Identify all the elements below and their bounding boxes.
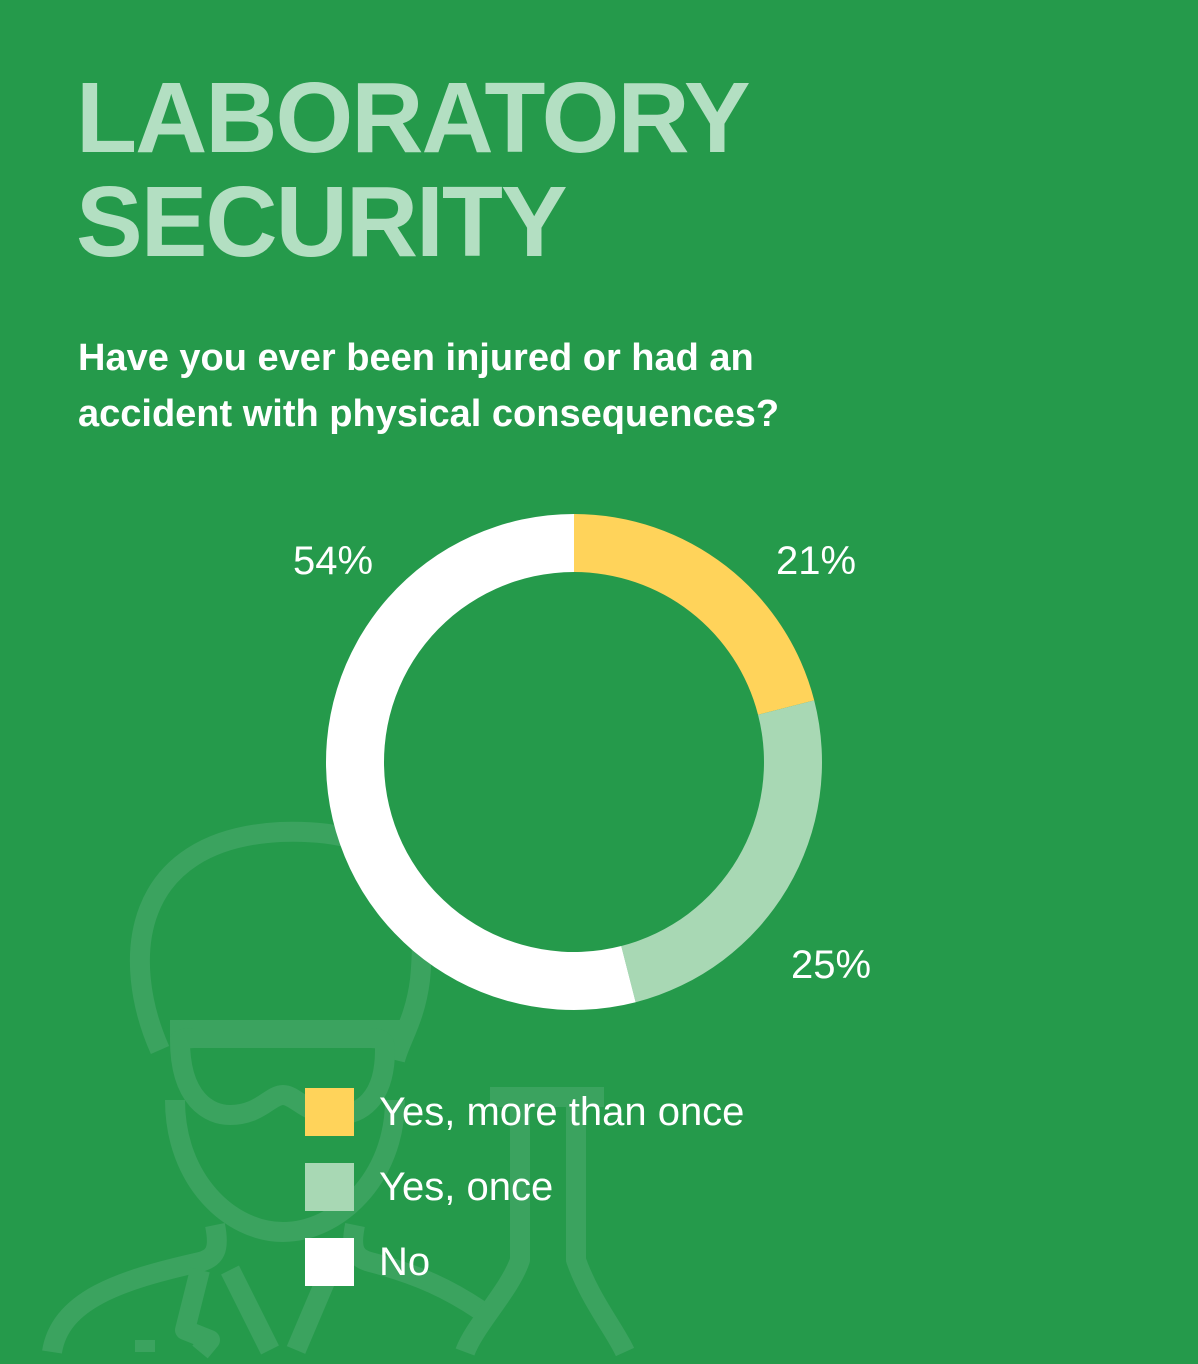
- donut-slice-no: [325, 514, 636, 1011]
- legend-label: Yes, more than once: [379, 1090, 745, 1134]
- chart-question: Have you ever been injured or had an acc…: [78, 330, 978, 442]
- legend-item-yes-more-than-once: Yes, more than once: [305, 1088, 744, 1136]
- subtitle-line-2: accident with physical consequences?: [78, 393, 780, 435]
- page-title: LABORATORY SECURITY: [76, 66, 751, 274]
- donut-slice-yes-once: [621, 700, 822, 1003]
- legend-label: Yes, once: [379, 1165, 554, 1209]
- legend-swatch: [305, 1163, 354, 1211]
- subtitle-line-1: Have you ever been injured or had an: [78, 337, 754, 379]
- legend: Yes, more than once Yes, once No: [305, 1088, 744, 1286]
- donut-slice-yes-more-than-once: [574, 514, 815, 715]
- legend-swatch: [305, 1238, 354, 1286]
- title-line-1: LABORATORY: [76, 62, 751, 174]
- legend-swatch: [305, 1088, 354, 1136]
- data-label-yes-more-than-once: 21%: [776, 539, 857, 583]
- legend-item-no: No: [305, 1238, 744, 1286]
- data-label-no: 54%: [293, 539, 374, 583]
- data-label-yes-once: 25%: [791, 943, 872, 987]
- title-line-2: SECURITY: [76, 166, 568, 278]
- legend-item-yes-once: Yes, once: [305, 1163, 744, 1211]
- legend-label: No: [379, 1240, 431, 1284]
